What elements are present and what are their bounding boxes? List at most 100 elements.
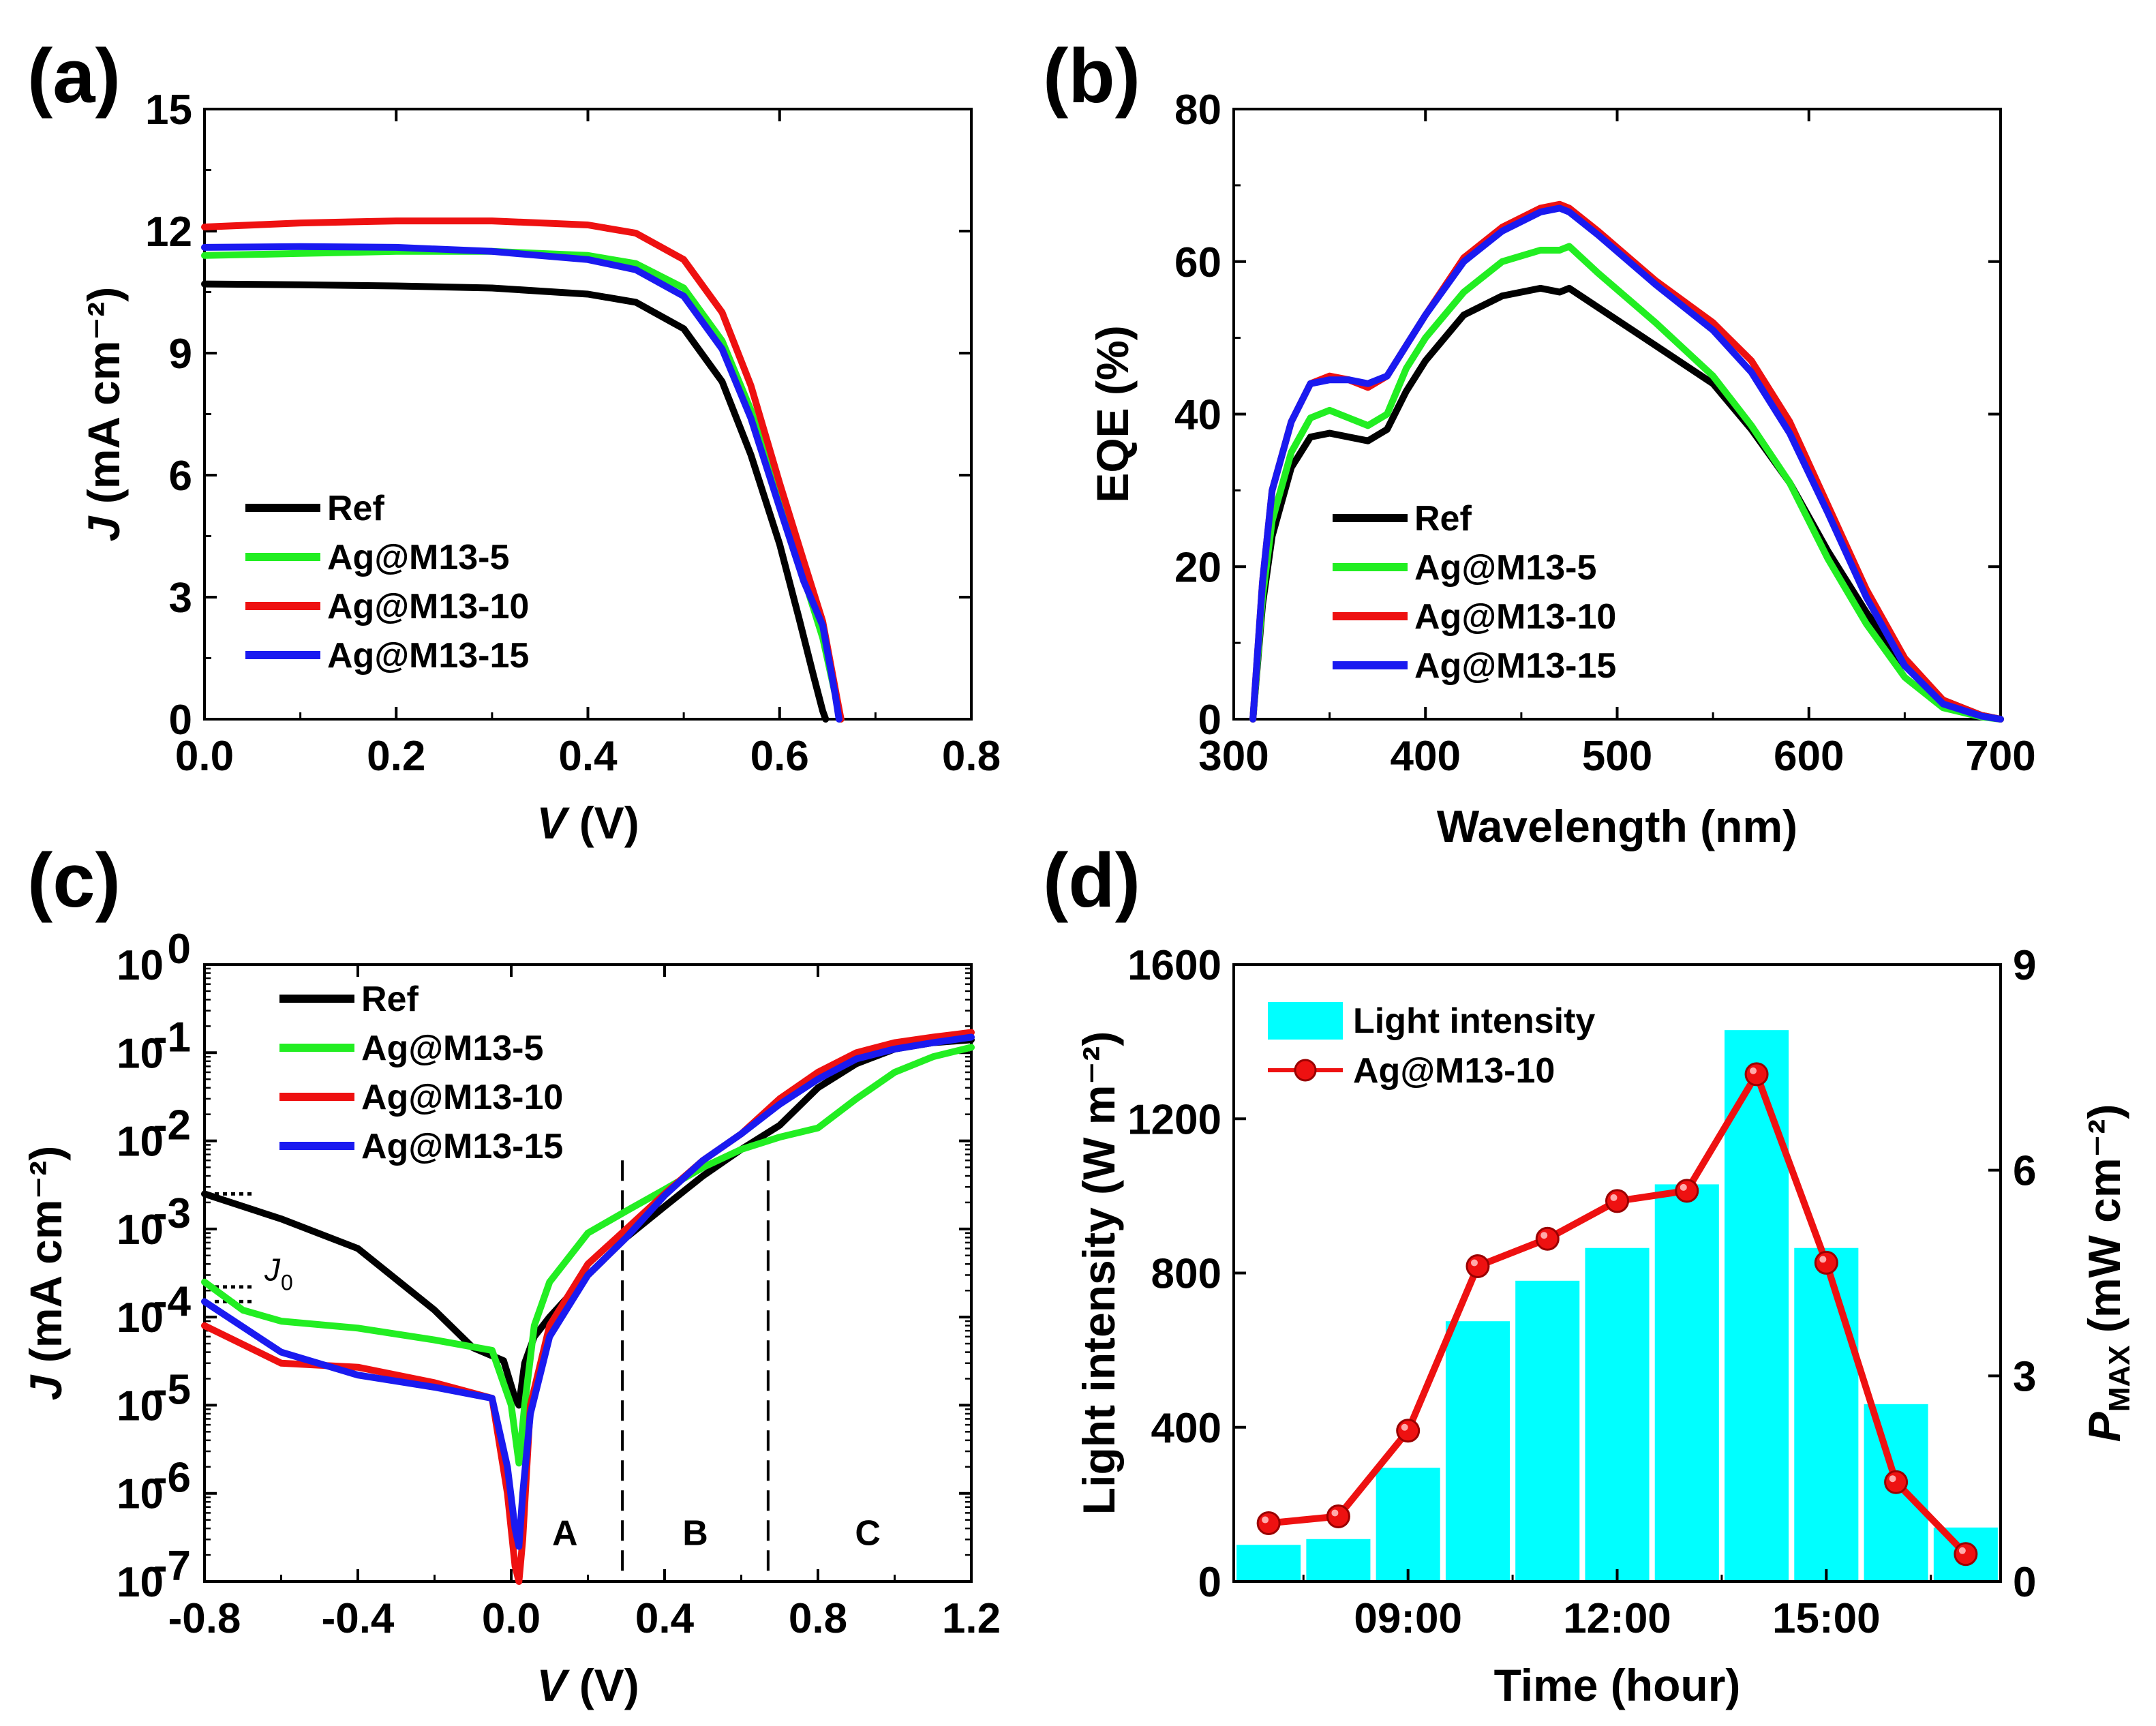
legend-swatch-bar	[1268, 1002, 1343, 1040]
x-tick-label: 600	[1774, 733, 1844, 780]
x-tick-label: 400	[1391, 733, 1461, 780]
y-tick-label: 80	[1174, 87, 1221, 134]
light-intensity-pmax-chart: 09:00 12:00 15:00 0 400 800 1200 1600 0 3 6 9 Light …	[1074, 942, 2136, 1710]
x-tick-label: -0.4	[322, 1595, 395, 1642]
legend-label: Ag@M13-10	[1353, 1051, 1555, 1091]
x-tick-label: 0.8	[789, 1595, 847, 1642]
y-tick-label: 400	[1151, 1405, 1221, 1452]
x-tick-label: 0.6	[750, 733, 809, 780]
y-tick-exponent: -2	[153, 1102, 191, 1149]
y-tick-exponent: -3	[153, 1190, 191, 1237]
series-line	[201, 1044, 975, 1467]
y-tick-label: 10	[117, 1119, 164, 1166]
x-axis-label: Wavelength (nm)	[1437, 801, 1797, 851]
y-tick-label: 6	[169, 453, 192, 500]
x-tick-label: 15:00	[1772, 1595, 1881, 1642]
legend-label: Ag@M13-10	[1414, 597, 1616, 637]
y-tick-label: 1600	[1127, 942, 1221, 989]
y-tick-label: 10	[117, 1382, 164, 1429]
y-tick-exponent: -6	[153, 1455, 191, 1502]
pmax-point-highlight	[1262, 1516, 1269, 1524]
y-tick-label: 12	[145, 209, 192, 256]
legend-label: Ag@M13-15	[1414, 646, 1616, 686]
panel-c-letter: (c)	[27, 838, 121, 923]
x-tick-label: 0.0	[482, 1595, 541, 1642]
y-tick-label: 3	[169, 575, 192, 622]
x-tick-label: 12:00	[1563, 1595, 1671, 1642]
pmax-point	[1256, 1511, 1281, 1536]
pmax-point	[1675, 1179, 1699, 1203]
series-line	[1249, 284, 2004, 723]
y-tick-label: 20	[1174, 544, 1221, 591]
legend-label: Ag@M13-15	[361, 1127, 563, 1166]
x-axis-label: V (V)	[536, 798, 639, 848]
y-tick-label: 10	[117, 1207, 164, 1254]
series-line	[201, 1033, 975, 1550]
legend-label: Ag@M13-5	[327, 538, 509, 577]
pmax-point-highlight	[1750, 1067, 1757, 1074]
y-axis-label: J (mA cm⁻²)	[20, 1146, 71, 1400]
pmax-point-highlight	[1958, 1547, 1966, 1554]
y-tick-label: 15	[145, 87, 192, 134]
legend-label: Ag@M13-5	[361, 1029, 543, 1068]
light-intensity-bar	[1376, 1468, 1440, 1581]
x-tick-label: 300	[1198, 733, 1269, 780]
y-tick-exponent: -1	[153, 1014, 191, 1061]
legend-label: Ref	[361, 980, 419, 1019]
plot-frame	[203, 108, 973, 721]
j0-annotation: J	[264, 1252, 281, 1287]
legend-label: Ag@M13-5	[1414, 548, 1596, 588]
jv-curve-chart: 0.0 0.2 0.4 0.6 0.8 0 3 6 9 12 15 Ref Ag@M13-5 Ag@M13…	[78, 87, 1001, 848]
light-intensity-bar	[1794, 1247, 1859, 1581]
x-tick-label: 09:00	[1354, 1595, 1462, 1642]
y-tick-label: 0	[1198, 1559, 1221, 1606]
legend-label: Ref	[1414, 499, 1472, 539]
light-intensity-bar	[1654, 1184, 1719, 1581]
y-tick-exponent: 0	[168, 926, 191, 973]
y2-tick-label: 3	[2013, 1353, 2036, 1400]
light-intensity-bar	[1585, 1247, 1650, 1581]
x-tick-label: 1.2	[942, 1595, 1001, 1642]
y-tick-label: 9	[169, 331, 192, 378]
x-tick-label: 0.4	[558, 733, 618, 780]
legend-label: Ag@M13-10	[327, 587, 529, 626]
y-tick-label: 60	[1174, 239, 1221, 286]
region-label: C	[855, 1513, 881, 1553]
pmax-point	[1954, 1542, 1978, 1566]
y-tick-label: 1200	[1127, 1096, 1221, 1143]
x-tick-label: 0.0	[175, 733, 234, 780]
series-line	[201, 243, 842, 723]
pmax-point	[1326, 1504, 1350, 1528]
x-axis-label: V (V)	[536, 1660, 639, 1710]
y-tick-label: 10	[117, 1471, 164, 1518]
y-tick-label: 40	[1174, 392, 1221, 439]
y-tick-exponent: -4	[153, 1278, 192, 1325]
pmax-point-highlight	[1819, 1256, 1827, 1263]
y-tick-label: 800	[1151, 1251, 1221, 1298]
legend-label: Ag@M13-15	[327, 636, 529, 676]
pmax-point	[1466, 1254, 1490, 1278]
y-tick-exponent: -7	[153, 1543, 191, 1590]
pmax-point-highlight	[1889, 1475, 1896, 1483]
eqe-chart: 300 400 500 600 700 0 20 40 60 80 Ref Ag@M13-5 Ag@M1…	[1087, 87, 2036, 851]
y-axis-label: Light intensity (W m⁻²)	[1074, 1031, 1124, 1515]
y-axis-label: J (mA cm⁻²)	[78, 287, 129, 541]
light-intensity-bar	[1236, 1545, 1301, 1581]
j0-annotation-subscript: 0	[281, 1270, 293, 1294]
series-line	[1249, 205, 2004, 723]
light-intensity-bar	[1515, 1280, 1580, 1581]
y-tick-label: 0	[169, 697, 192, 744]
y-tick-label: 10	[117, 1559, 164, 1606]
pmax-point-highlight	[1470, 1259, 1478, 1267]
x-tick-label: 500	[1582, 733, 1652, 780]
pmax-point	[1396, 1419, 1421, 1443]
region-label: B	[682, 1513, 708, 1553]
series-line	[201, 1029, 975, 1585]
panel-a-letter: (a)	[27, 33, 121, 119]
pmax-point	[1884, 1470, 1909, 1494]
pmax-point	[1744, 1062, 1769, 1087]
y2-tick-label: 6	[2013, 1148, 2036, 1195]
y-tick-label: 10	[117, 1294, 164, 1342]
pmax-point-highlight	[1680, 1183, 1687, 1191]
